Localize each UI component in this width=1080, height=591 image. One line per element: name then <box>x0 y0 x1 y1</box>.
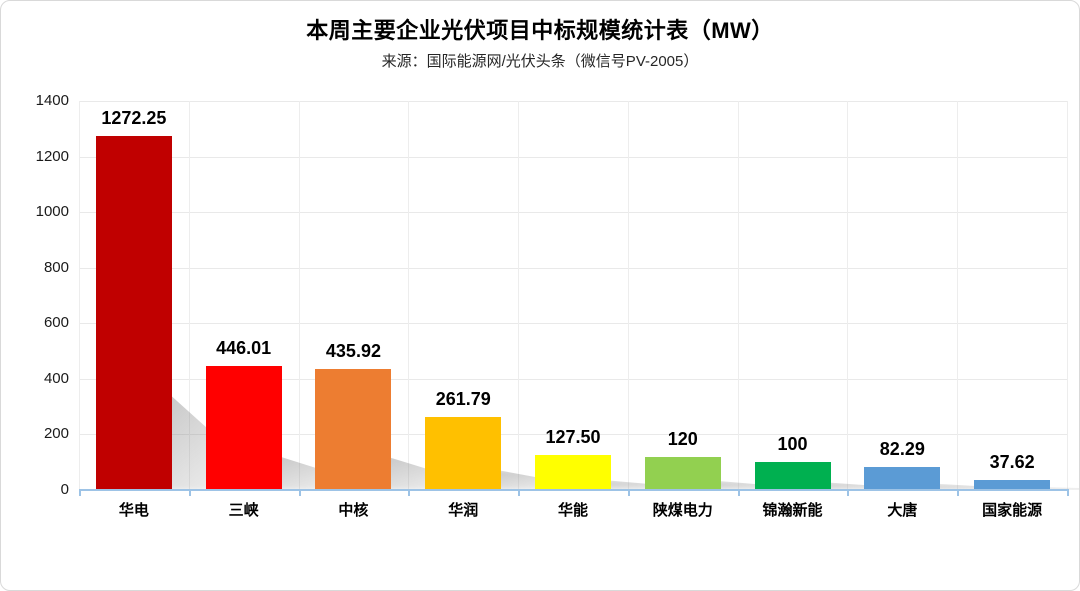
h-gridline-600 <box>79 323 1067 325</box>
value-label-国家能源: 37.62 <box>989 451 1035 472</box>
y-tick-label-0: 0 <box>60 481 69 498</box>
x-axis-tick-6 <box>737 491 740 496</box>
value-label-陕煤电力: 120 <box>667 428 698 449</box>
x-cat-label-华能: 华能 <box>557 502 588 519</box>
x-axis-tick-7 <box>847 491 850 496</box>
value-label-大唐: 82.29 <box>879 439 925 460</box>
x-cat-label-中核: 中核 <box>338 502 369 519</box>
y-tick-label-600: 600 <box>43 314 69 332</box>
x-axis-tick-8 <box>957 491 960 496</box>
x-axis-tick-2 <box>298 491 301 496</box>
value-label-华电: 1272.25 <box>101 108 167 129</box>
v-gridline-8 <box>957 101 959 490</box>
bar-大唐 <box>864 467 941 490</box>
y-tick-label-200: 200 <box>43 425 69 443</box>
bar-锦瀚新能 <box>754 462 831 490</box>
h-gridline-800 <box>79 267 1067 269</box>
x-cat-label-三峡: 三峡 <box>228 502 259 519</box>
bar-华电 <box>95 136 172 490</box>
bar-国家能源 <box>974 479 1051 490</box>
v-gridline-4 <box>518 101 520 490</box>
x-cat-label-华电: 华电 <box>118 502 149 519</box>
v-gridline-2 <box>298 101 300 490</box>
bar-华能 <box>535 454 611 490</box>
h-gridline-200 <box>79 434 1067 436</box>
value-label-锦瀚新能: 100 <box>777 434 808 455</box>
v-gridline-3 <box>408 101 410 490</box>
y-tick-label-400: 400 <box>43 369 69 387</box>
value-label-中核: 435.92 <box>325 340 381 361</box>
h-gridline-1200 <box>79 156 1067 158</box>
v-gridline-5 <box>627 101 629 490</box>
x-axis-tick-9 <box>1067 491 1069 496</box>
value-label-华能: 127.50 <box>545 426 601 447</box>
y-tick-label-1400: 1400 <box>35 92 69 109</box>
value-label-华润: 261.79 <box>435 389 491 410</box>
chart-title: 本周主要企业光伏项目中标规模统计表（MW） <box>306 18 774 43</box>
x-axis-line <box>79 489 1069 491</box>
y-tick-label-800: 800 <box>43 258 69 276</box>
value-label-三峡: 446.01 <box>216 338 272 359</box>
x-cat-label-华润: 华润 <box>448 502 479 519</box>
v-gridline-9 <box>1067 101 1068 490</box>
v-gridline-1 <box>188 101 190 490</box>
x-cat-label-大唐: 大唐 <box>887 502 918 519</box>
x-axis-tick-3 <box>408 491 411 496</box>
x-cat-label-锦瀚新能: 锦瀚新能 <box>762 502 823 519</box>
y-tick-label-1000: 1000 <box>35 203 69 221</box>
bar-中核 <box>315 368 392 490</box>
h-gridline-1400 <box>79 101 1067 102</box>
v-gridline-0 <box>79 101 80 490</box>
v-gridline-7 <box>847 101 849 490</box>
bar-三峡 <box>205 366 282 490</box>
h-gridline-400 <box>79 378 1067 380</box>
x-axis-tick-1 <box>188 491 191 496</box>
x-cat-label-陕煤电力: 陕煤电力 <box>652 502 713 519</box>
x-cat-label-国家能源: 国家能源 <box>982 502 1043 519</box>
plot-area <box>79 101 1068 490</box>
bar-华润 <box>425 417 502 490</box>
bar-陕煤电力 <box>644 456 721 490</box>
chart-subtitle: 来源：国际能源网/光伏头条（微信号PV-2005） <box>381 53 699 70</box>
x-axis-tick-5 <box>627 491 630 496</box>
bar-shadow-国家能源 <box>1044 487 1079 490</box>
y-tick-label-1200: 1200 <box>35 147 69 165</box>
x-axis-tick-4 <box>518 491 521 496</box>
v-gridline-6 <box>737 101 739 490</box>
h-gridline-1000 <box>79 212 1067 214</box>
x-axis-tick-0 <box>79 491 81 496</box>
